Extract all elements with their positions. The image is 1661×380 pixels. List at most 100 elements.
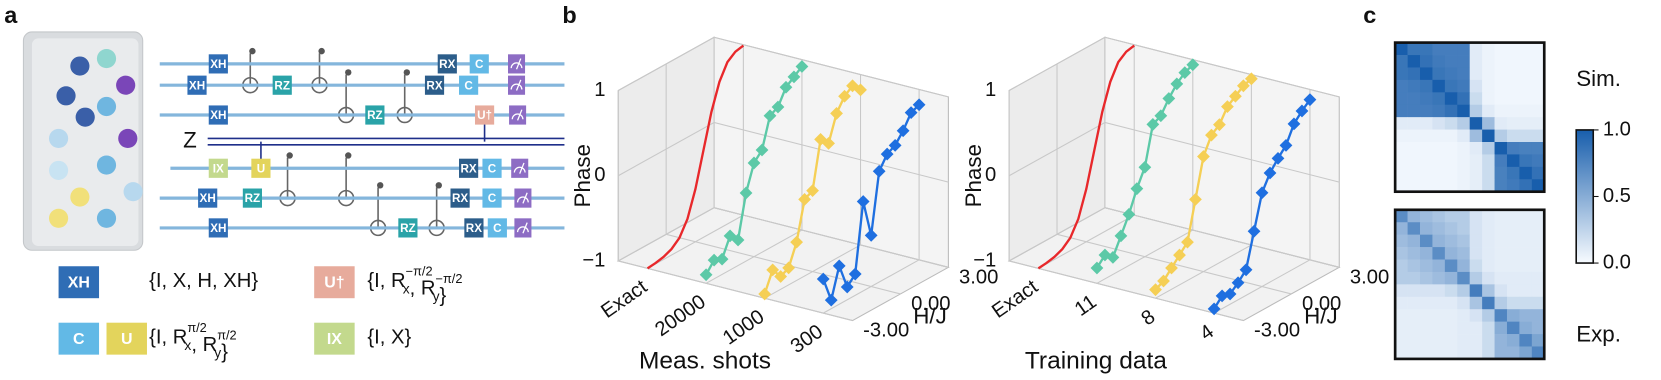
marker — [1244, 72, 1258, 86]
heat-cell — [1519, 209, 1533, 223]
gate-label: C — [475, 58, 484, 71]
heat-cell — [1395, 346, 1408, 360]
heat-cell — [1519, 321, 1533, 335]
heat-cell — [1444, 271, 1458, 285]
gate — [469, 54, 489, 74]
marker — [848, 267, 862, 281]
gate-label: XH — [210, 109, 226, 122]
heat-cell — [1444, 142, 1458, 155]
set-base: R — [203, 334, 218, 356]
gate-label: RZ — [274, 79, 290, 92]
marker — [1138, 160, 1152, 174]
panel-label: c — [1363, 2, 1376, 28]
heat-cell — [1407, 309, 1421, 322]
heat-cell — [1444, 284, 1458, 298]
gate-label: C — [464, 79, 473, 92]
marker — [1122, 208, 1136, 221]
legend-gate — [58, 266, 100, 299]
heat-cell — [1519, 346, 1533, 360]
heat-cell — [1519, 42, 1533, 56]
marker — [912, 98, 926, 112]
heat-cell — [1482, 259, 1495, 273]
gate — [251, 158, 271, 178]
heat-cell — [1506, 104, 1520, 118]
heat-cell — [1457, 296, 1471, 310]
heat-cell — [1531, 296, 1545, 310]
panel-label: b — [562, 2, 576, 28]
heat-cell — [1482, 296, 1495, 310]
heat-cell — [1494, 166, 1508, 180]
gate — [474, 105, 495, 125]
x-axis-label: H/J — [1304, 303, 1338, 328]
heat-cell — [1519, 234, 1533, 248]
heat-cell — [1407, 55, 1421, 68]
x-axis-label: H/J — [913, 303, 947, 328]
heat-cell — [1407, 67, 1421, 81]
heat-cell — [1482, 234, 1495, 248]
heat-cell — [1531, 67, 1545, 81]
heat-cell — [1482, 42, 1495, 56]
heat-cell — [1432, 247, 1446, 260]
gate — [459, 158, 479, 178]
heat-cell — [1494, 321, 1508, 335]
y-grid-line — [1008, 207, 1340, 268]
heat-cell — [1482, 142, 1495, 155]
heat-cell — [1506, 117, 1520, 130]
heat-cell — [1407, 259, 1421, 273]
set-base: R — [173, 327, 188, 349]
heat-cell — [1494, 79, 1508, 93]
y-grid-line — [617, 207, 949, 268]
heat-cell — [1432, 271, 1446, 285]
heat-cell — [1432, 209, 1446, 223]
marker — [830, 107, 843, 120]
set-text: {I, — [367, 271, 391, 293]
heat-cell — [1531, 284, 1545, 298]
marker — [1178, 66, 1192, 79]
heat-cell — [1506, 309, 1520, 322]
gate-label: RZ — [367, 109, 383, 122]
legend-gate — [106, 322, 147, 355]
heat-cell — [1519, 67, 1533, 81]
x-tick-label: 3.00 — [1350, 266, 1389, 288]
x-tick-label: 3.00 — [959, 266, 998, 288]
heat-cell — [1457, 321, 1471, 335]
heat-cell — [1457, 346, 1471, 360]
heat-cell — [1469, 271, 1483, 285]
legend-gate-label: C — [73, 331, 85, 348]
heat-cell — [1469, 234, 1483, 248]
heat-cell — [1432, 117, 1446, 130]
gate-label: C — [488, 192, 497, 205]
measurement — [508, 54, 526, 74]
heat-cell — [1395, 247, 1408, 260]
heat-cell — [1519, 259, 1533, 273]
heat-cell — [1432, 129, 1446, 143]
heat-cell — [1506, 129, 1520, 143]
heat-cell — [1519, 117, 1533, 130]
heat-cell — [1432, 296, 1446, 310]
gate-label: C — [488, 162, 497, 175]
heat-cell — [1395, 154, 1408, 168]
y-grid-line — [617, 121, 949, 183]
heat-cell — [1457, 55, 1471, 68]
heat-cell — [1519, 222, 1533, 235]
heat-cell — [1407, 346, 1421, 360]
heat-cell — [1432, 154, 1446, 168]
heat-cell — [1469, 142, 1483, 155]
gate-label: XH — [189, 79, 205, 92]
heat-cell — [1420, 346, 1433, 360]
set-sub: y — [433, 288, 440, 304]
heat-cell — [1444, 222, 1458, 235]
marker — [822, 137, 835, 150]
heat-cell — [1506, 142, 1520, 155]
heat-cell — [1531, 346, 1545, 360]
heat-cell — [1407, 234, 1421, 248]
heat-cell — [1506, 55, 1520, 68]
heat-cell — [1432, 179, 1446, 193]
heat-cell — [1506, 222, 1520, 235]
heat-label: Exp. — [1576, 321, 1621, 346]
heat-cell — [1407, 179, 1421, 193]
gate — [450, 188, 470, 208]
gate — [208, 54, 228, 74]
heat-cell — [1494, 154, 1508, 168]
